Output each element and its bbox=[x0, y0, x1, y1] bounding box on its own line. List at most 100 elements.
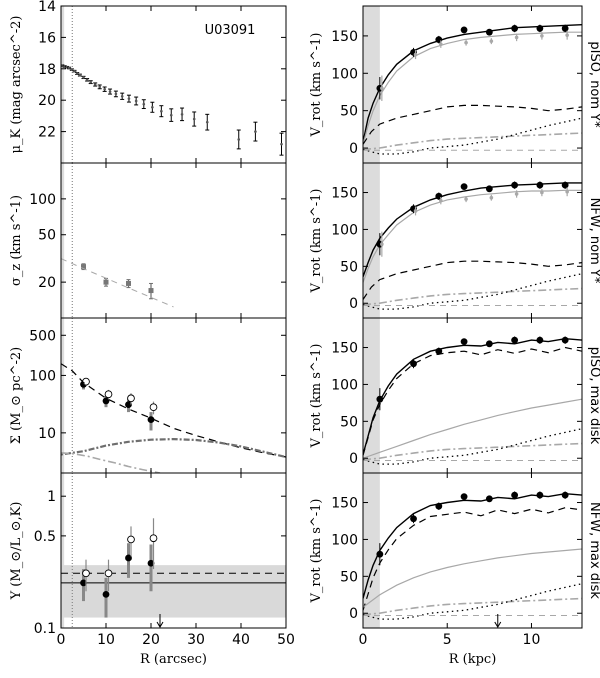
ytick-label: 22 bbox=[38, 125, 56, 141]
series-bulge bbox=[363, 117, 582, 155]
point-Sigma_dyn bbox=[125, 401, 132, 409]
point-obs_filled bbox=[485, 28, 493, 36]
point-obs_filled bbox=[376, 550, 384, 558]
point-profile bbox=[65, 65, 69, 69]
point-profile bbox=[73, 69, 76, 73]
point-obs_filled bbox=[460, 493, 468, 501]
panel-rc4: 0 50 100 150 0 5 10 V_rot (km s^-1) NFW, max dis… bbox=[309, 472, 600, 667]
ytick-label: 20 bbox=[38, 93, 56, 109]
point-obs_filled bbox=[561, 181, 569, 189]
ytick-label: 50 bbox=[38, 228, 56, 244]
point-profile bbox=[237, 138, 241, 141]
point-obs_gray bbox=[489, 39, 494, 43]
point-obs_gray bbox=[439, 198, 443, 203]
ytick-label: 0 bbox=[349, 606, 358, 622]
point-profile bbox=[205, 120, 209, 124]
ytick-label: 100 bbox=[331, 222, 358, 238]
panel-right-label: NFW, max disk bbox=[587, 502, 600, 599]
point-obs_filled bbox=[561, 491, 569, 499]
point-profile bbox=[142, 102, 146, 106]
panel-frame bbox=[362, 472, 583, 629]
inner-shade bbox=[363, 163, 380, 318]
ytick-label: 14 bbox=[38, 0, 56, 15]
series-gas bbox=[363, 287, 582, 306]
point-Sigma_dyn_alt bbox=[104, 390, 113, 399]
ytick-label: 10 bbox=[38, 426, 56, 442]
point-obs_gray bbox=[413, 209, 418, 213]
ytick-label: 100 bbox=[331, 66, 358, 82]
ytick-label: 50 bbox=[340, 569, 358, 585]
series-fit bbox=[61, 258, 174, 308]
ytick-label: 0.1 bbox=[34, 621, 56, 637]
ytick-label: 100 bbox=[331, 532, 358, 548]
point-profile bbox=[254, 130, 257, 133]
point-Sigma_dyn_alt bbox=[82, 377, 90, 386]
point-profile bbox=[120, 94, 124, 98]
point-obs_filled bbox=[511, 181, 519, 189]
series-Vrot_total bbox=[363, 24, 582, 143]
series-gas_dotted bbox=[61, 452, 161, 473]
series-Vrot_alt bbox=[363, 31, 582, 145]
ytick-label: 150 bbox=[331, 496, 358, 512]
point-Ups_open bbox=[104, 569, 113, 578]
ytick-label: 18 bbox=[38, 62, 56, 78]
point-Ups_filled bbox=[147, 559, 155, 567]
point-obs_gray bbox=[514, 35, 519, 40]
point-obs_filled bbox=[485, 340, 493, 348]
point-profile bbox=[61, 64, 64, 67]
point-obs_gray bbox=[413, 52, 418, 57]
xtick-label: 50 bbox=[277, 632, 295, 648]
point-profile bbox=[280, 142, 283, 146]
point-Ups_open bbox=[149, 534, 158, 543]
panel-Sigma: 10 100 500 Σ (M_⊙ pc^-2) bbox=[9, 317, 287, 474]
panel-right-label: pISO, nom Υ* bbox=[587, 41, 600, 128]
series-stellar_dashed bbox=[61, 363, 286, 458]
series-stellar_maxdisk bbox=[363, 507, 582, 611]
series-gas bbox=[363, 132, 582, 151]
point-obs_filled bbox=[410, 515, 417, 523]
panel-plot-area bbox=[363, 6, 582, 163]
point-sigma_z bbox=[81, 264, 86, 270]
panel-plot-area bbox=[61, 163, 174, 318]
series-bulge bbox=[363, 273, 582, 310]
point-Ups_open bbox=[127, 535, 135, 544]
ytick-label: 150 bbox=[331, 186, 358, 202]
panel-plot-area bbox=[363, 318, 582, 473]
ylabel: V_rot (km s^-1) bbox=[309, 344, 324, 449]
scale-arrow-head bbox=[494, 621, 502, 628]
ytick-label: 150 bbox=[331, 29, 358, 45]
ytick-label: 0 bbox=[349, 296, 358, 312]
series-Vrot_total bbox=[363, 492, 582, 599]
ytick-label: 16 bbox=[38, 30, 56, 46]
point-obs_filled bbox=[410, 360, 417, 368]
panel-rc2: 0 50 100 150 V_rot (km s^-1) NFW, nom Υ* bbox=[309, 162, 600, 319]
point-profile bbox=[192, 117, 196, 121]
series-stellar bbox=[363, 260, 582, 300]
ytick-label: 100 bbox=[331, 377, 358, 393]
ylabel: V_rot (km s^-1) bbox=[309, 33, 324, 138]
point-profile bbox=[127, 97, 131, 100]
ytick-label: 50 bbox=[340, 414, 358, 430]
xtick-label: 0 bbox=[359, 632, 368, 648]
ytick-label: 500 bbox=[29, 328, 56, 344]
point-obs_gray bbox=[540, 190, 544, 195]
panel-frame bbox=[362, 162, 583, 319]
ytick-label: 100 bbox=[29, 192, 56, 208]
point-profile bbox=[151, 105, 154, 109]
panel-right-label: NFW, nom Υ* bbox=[587, 198, 600, 284]
point-Sigma_dyn bbox=[147, 416, 155, 424]
point-Ups_filled bbox=[80, 579, 87, 587]
point-obs_gray bbox=[464, 40, 468, 45]
point-sigma_z bbox=[103, 279, 109, 285]
point-obs_filled bbox=[460, 26, 468, 34]
ytick-label: 100 bbox=[29, 368, 56, 384]
panel-frame bbox=[60, 472, 287, 629]
panel-frame bbox=[60, 162, 287, 319]
point-obs_filled bbox=[435, 347, 443, 355]
series-gas bbox=[363, 597, 582, 616]
point-profile bbox=[169, 113, 173, 117]
inner-shade bbox=[61, 6, 65, 163]
inner-shade bbox=[363, 318, 380, 473]
xtick-label: 20 bbox=[142, 632, 160, 648]
